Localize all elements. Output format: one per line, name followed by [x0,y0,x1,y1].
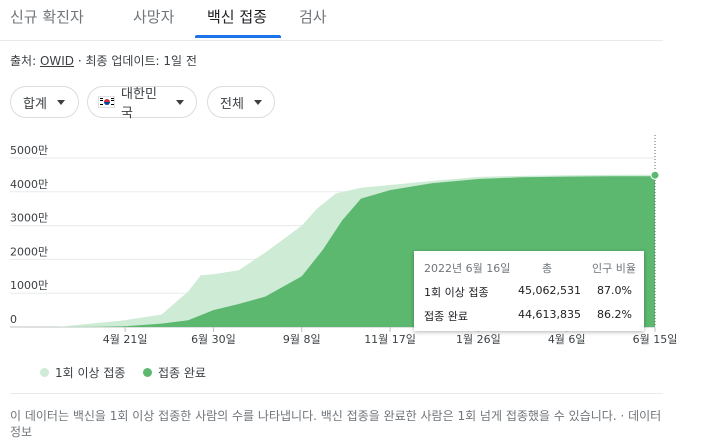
tooltip-col-ratio: 인구 비율 [592,262,636,275]
y-tick-label: 0 [10,313,17,326]
kr-flag-icon [98,96,116,108]
tooltip-row-ratio: 87.0% [597,284,632,297]
last-updated: · 최종 업데이트: 1일 전 [74,54,197,68]
chevron-down-icon [56,99,65,105]
tab-deaths[interactable]: 사망자 [133,8,175,26]
data-info-link[interactable]: 데이터 정보 [10,409,662,439]
legend-dot-icon [143,368,152,377]
tooltip-row-label: 1회 이상 접종 [424,286,489,299]
tooltip-date: 2022년 6월 16일 [424,262,511,275]
legend-item-at-least-one[interactable]: 1회 이상 접종 [40,364,125,381]
source-line: 출처: OWID · 최종 업데이트: 1일 전 [10,52,197,69]
x-tick-label: 4월 6일 [548,332,586,346]
tooltip-col-total: 총 [542,262,553,275]
x-tick-label: 1월 26일 [456,332,501,346]
y-tick-label: 4000만 [10,178,48,191]
divider [10,393,663,394]
tab-bar: 신규 확진자 사망자 백신 접종 검사 [0,0,663,41]
tab-new-cases[interactable]: 신규 확진자 [10,8,84,26]
y-tick-label: 5000만 [10,144,48,157]
y-tick-label: 3000만 [10,212,48,225]
aggregate-label: 합계 [23,96,47,112]
x-tick-label: 4월 21일 [103,332,148,346]
footnote-text: 이 데이터는 백신을 1회 이상 접종한 사람의 수를 나타냅니다. 백신 접종… [10,409,617,423]
tab-vaccinations[interactable]: 백신 접종 [207,8,267,26]
range-dropdown[interactable]: 전체 [207,86,275,118]
tab-tests[interactable]: 검사 [299,8,327,26]
country-label: 대한민국 [121,87,157,121]
legend-label: 접종 완료 [158,366,206,380]
legend-label: 1회 이상 접종 [55,366,126,380]
legend-dot-icon [40,368,49,377]
chevron-down-icon [176,99,184,105]
aggregate-dropdown[interactable]: 합계 [10,86,79,118]
footnote-sep: · [616,409,629,423]
active-tab-indicator [195,35,281,38]
x-tick-label: 11월 17일 [364,332,416,346]
legend-item-fully[interactable]: 접종 완료 [143,364,206,381]
source-link[interactable]: OWID [39,54,75,68]
tooltip-row-ratio: 86.2% [597,308,632,321]
tooltip-row-total: 45,062,531 [518,284,581,297]
chevron-down-icon [253,99,262,105]
tooltip-row-label: 접종 완료 [424,310,468,323]
range-label: 전체 [220,96,244,112]
footnote: 이 데이터는 백신을 1회 이상 접종한 사람의 수를 나타냅니다. 백신 접종… [10,408,670,440]
country-dropdown[interactable]: 대한민국 [87,86,197,121]
hover-point [650,170,660,180]
tooltip-row-total: 44,613,835 [518,308,581,321]
source-prefix: 출처: [10,54,40,68]
x-tick-label: 6월 30일 [191,332,236,346]
x-tick-label: 6월 15일 [633,332,678,346]
x-tick-label: 9월 8일 [283,332,321,346]
chart-tooltip: 2022년 6월 16일 총 인구 비율 1회 이상 접종 45,062,531… [414,251,644,331]
y-tick-label: 1000만 [10,279,48,292]
y-tick-label: 2000만 [10,245,48,258]
